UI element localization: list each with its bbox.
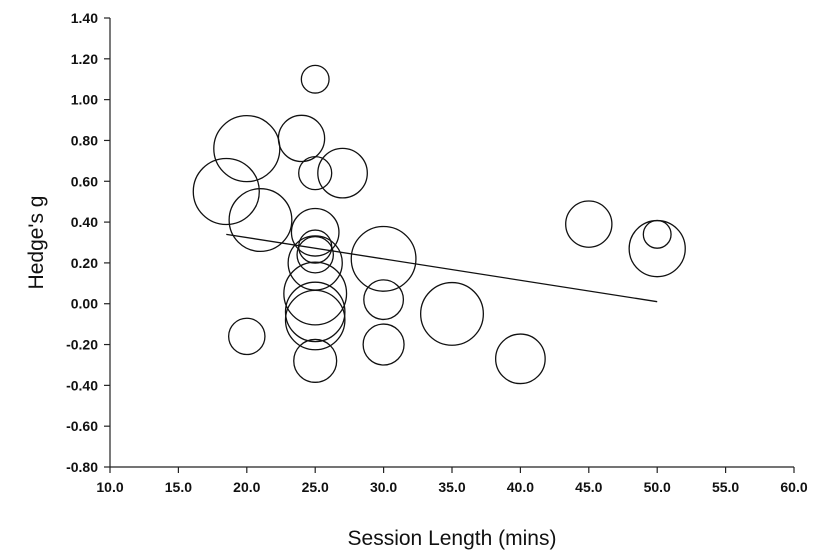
y-tick-label: -0.80	[66, 459, 98, 475]
data-point	[192, 157, 260, 226]
bubbles	[192, 64, 686, 385]
y-tick-label: 1.20	[71, 51, 98, 67]
data-point	[350, 225, 417, 292]
x-axis-title: Session Length (mins)	[348, 527, 557, 550]
y-tick-label: -0.40	[66, 377, 98, 393]
data-point	[290, 207, 340, 257]
data-point	[642, 219, 672, 249]
data-point	[283, 261, 348, 326]
y-tick-label: 0.20	[71, 255, 98, 271]
y-tick-label: -0.20	[66, 337, 98, 353]
data-point	[362, 323, 405, 366]
data-point	[293, 338, 338, 383]
data-point	[277, 114, 326, 163]
x-tick-label: 55.0	[712, 479, 739, 495]
x-tick-label: 10.0	[96, 479, 123, 495]
x-tick-label: 35.0	[438, 479, 465, 495]
x-tick-label: 20.0	[233, 479, 260, 495]
y-tick-label: 1.00	[71, 92, 98, 108]
data-point	[284, 281, 346, 343]
data-point	[213, 114, 281, 183]
y-tick-label: 1.40	[71, 10, 98, 26]
data-point	[300, 64, 330, 94]
data-point	[296, 235, 335, 274]
y-tick-label: 0.40	[71, 214, 98, 230]
x-tick-label: 45.0	[575, 479, 602, 495]
data-point	[228, 317, 266, 356]
data-point	[419, 281, 484, 346]
data-point	[228, 188, 293, 253]
trend	[226, 233, 658, 303]
trend-line	[226, 233, 658, 303]
data-point	[317, 147, 368, 199]
x-tick-label: 40.0	[507, 479, 534, 495]
data-point	[565, 200, 613, 248]
data-point	[298, 155, 333, 191]
x-tick-label: 50.0	[644, 479, 671, 495]
x-tick-label: 15.0	[165, 479, 192, 495]
axes: 1.40 1.20 1.00 0.80 0.60 0.40 0.20 0.00 -0.20 -0.…	[66, 10, 808, 495]
y-axis-title: Hedge's g	[25, 196, 48, 290]
y-tick-label: 0.60	[71, 173, 98, 189]
data-point	[284, 289, 346, 351]
y-tick-label: -0.60	[66, 418, 98, 434]
x-tick-label: 60.0	[780, 479, 807, 495]
y-tick-label: 0.00	[71, 296, 98, 312]
y-tick-label: 0.80	[71, 132, 98, 148]
data-point	[363, 279, 405, 321]
data-point	[495, 333, 546, 385]
x-tick-label: 25.0	[302, 479, 329, 495]
x-tick-label: 30.0	[370, 479, 397, 495]
